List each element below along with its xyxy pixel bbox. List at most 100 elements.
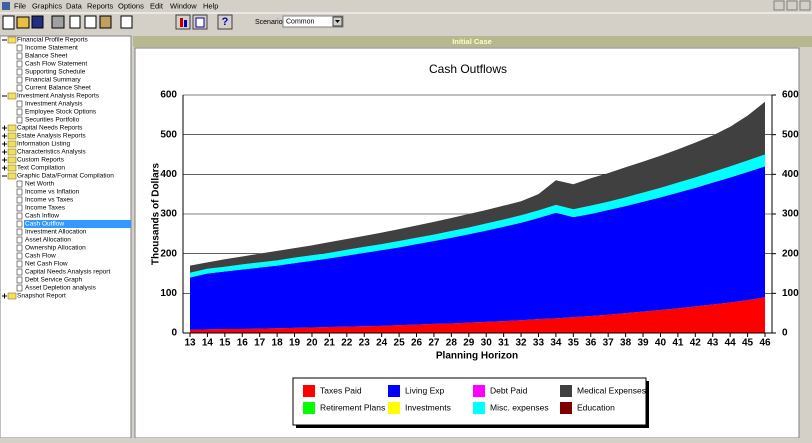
tree-item[interactable]: Income Taxes bbox=[25, 205, 66, 212]
tree-item[interactable]: Ownership Allocation bbox=[25, 245, 86, 252]
preview-button[interactable] bbox=[120, 15, 133, 29]
x-tick-label: 15 bbox=[219, 338, 231, 349]
menu-item[interactable]: Options bbox=[118, 1, 144, 10]
x-tick-label: 38 bbox=[620, 338, 632, 349]
tree-item[interactable]: Investment Allocation bbox=[25, 229, 87, 236]
close[interactable] bbox=[799, 0, 811, 11]
doc-icon bbox=[16, 188, 23, 196]
doc-icon bbox=[16, 252, 23, 260]
tree-item[interactable]: Income vs Taxes bbox=[25, 197, 74, 204]
tree-item[interactable]: Asset Allocation bbox=[25, 237, 71, 244]
legend-swatch bbox=[473, 402, 485, 414]
tree-item[interactable]: Securities Portfolio bbox=[25, 117, 80, 124]
paste-button[interactable] bbox=[99, 15, 112, 29]
panel-title: Initial Case bbox=[452, 37, 492, 46]
tree-item[interactable]: Employee Stock Options bbox=[25, 109, 97, 116]
x-tick-label: 42 bbox=[690, 338, 702, 349]
doc-icon bbox=[16, 68, 23, 76]
area bbox=[190, 297, 765, 333]
menu-bar bbox=[0, 0, 812, 12]
x-tick-label: 17 bbox=[254, 338, 266, 349]
x-tick-label: 34 bbox=[550, 338, 562, 349]
y-tick-label: 600 bbox=[160, 90, 177, 101]
tree-group[interactable]: Estate Analysis Reports bbox=[17, 133, 86, 140]
doc-icon bbox=[16, 236, 23, 244]
tree-item[interactable]: Financial Summary bbox=[25, 77, 81, 84]
tree-item[interactable]: Supporting Schedule bbox=[25, 69, 86, 76]
help-button[interactable] bbox=[217, 14, 233, 30]
doc-icon bbox=[16, 116, 23, 124]
tree-group[interactable]: Graphic Data/Format Compilation bbox=[17, 173, 114, 180]
x-tick-label: 32 bbox=[515, 338, 527, 349]
scrollbar[interactable] bbox=[800, 48, 812, 438]
copy-button[interactable] bbox=[84, 15, 97, 29]
menu-item[interactable]: Data bbox=[66, 1, 83, 10]
legend-swatch bbox=[560, 402, 572, 414]
tree-group[interactable]: Snapshot Report bbox=[17, 293, 66, 300]
x-tick-label: 20 bbox=[306, 338, 318, 349]
area bbox=[190, 101, 765, 273]
folder-icon bbox=[7, 164, 17, 172]
tree-item[interactable]: Cash Outflow bbox=[25, 221, 64, 228]
tree-item[interactable]: Asset Depletion analysis bbox=[25, 285, 97, 292]
open-button[interactable] bbox=[16, 16, 30, 29]
folder-icon bbox=[7, 92, 17, 100]
tree-item[interactable]: Investment Analysis bbox=[25, 101, 83, 108]
x-tick-label: 24 bbox=[376, 338, 388, 349]
menu-item[interactable]: Window bbox=[170, 1, 197, 10]
legend-label: Retirement Plans bbox=[320, 402, 385, 412]
tree-item[interactable]: Balance Sheet bbox=[25, 53, 67, 60]
x-tick-label: 13 bbox=[184, 338, 196, 349]
tree-item[interactable]: Income vs Inflation bbox=[25, 189, 80, 196]
tree-group[interactable]: Text Compilation bbox=[17, 165, 65, 172]
tree-item[interactable]: Income Statement bbox=[25, 45, 78, 52]
tree-item[interactable]: Capital Needs Analysis report bbox=[25, 269, 110, 276]
tree-group[interactable]: Custom Reports bbox=[17, 157, 65, 164]
toolbar: ? Scenario: Common bbox=[2, 14, 344, 30]
print-button[interactable] bbox=[51, 15, 65, 29]
legend-label: Education bbox=[577, 402, 615, 412]
legend-label: Misc. expenses bbox=[490, 402, 549, 412]
tree-group[interactable]: Characteristics Analysis bbox=[17, 149, 86, 156]
cut-button[interactable] bbox=[69, 15, 81, 29]
tree-item[interactable]: Net Cash Flow bbox=[25, 261, 68, 268]
restore[interactable] bbox=[786, 0, 798, 11]
tree-item[interactable]: Cash Inflow bbox=[25, 213, 59, 220]
tree-item[interactable]: Cash Flow Statement bbox=[25, 61, 87, 68]
tree-item[interactable]: Net Worth bbox=[25, 181, 55, 188]
x-tick-label: 25 bbox=[394, 338, 406, 349]
y-axis-label: Thousands of Dollars bbox=[151, 162, 162, 265]
x-tick-label: 45 bbox=[742, 338, 754, 349]
save-button[interactable] bbox=[31, 15, 44, 29]
tree-item[interactable]: Current Balance Sheet bbox=[25, 85, 91, 92]
menu-item[interactable]: Graphics bbox=[32, 1, 62, 10]
tree-group[interactable]: Financial Profile Reports bbox=[17, 37, 89, 44]
y-tick-label: 0 bbox=[171, 328, 177, 339]
folder-icon bbox=[7, 132, 17, 140]
chart-icon bbox=[184, 20, 187, 27]
scenario-value: Common bbox=[286, 18, 315, 25]
minimize[interactable] bbox=[773, 0, 785, 11]
dropdown-arrow bbox=[335, 20, 340, 23]
menu-item[interactable]: Reports bbox=[87, 1, 114, 10]
y-tick-label: 100 bbox=[160, 288, 177, 299]
x-tick-label: 30 bbox=[481, 338, 493, 349]
x-tick-label: 21 bbox=[324, 338, 336, 349]
y-tick-label: 300 bbox=[160, 209, 177, 220]
tree-group[interactable]: Investment Analysis Reports bbox=[17, 93, 100, 100]
y-tick-label: 400 bbox=[160, 169, 177, 180]
tree-item[interactable]: Debt Service Graph bbox=[25, 277, 82, 284]
tree-group[interactable]: Capital Needs Reports bbox=[17, 125, 83, 132]
tree-group[interactable]: Information Listing bbox=[17, 141, 70, 148]
legend-swatch bbox=[560, 385, 572, 397]
menu-item[interactable]: Help bbox=[203, 1, 218, 10]
doc-icon bbox=[16, 212, 23, 220]
legend-swatch bbox=[388, 385, 400, 397]
scenario-select[interactable] bbox=[282, 15, 344, 28]
y2-tick-label: 400 bbox=[782, 169, 799, 180]
tree-item[interactable]: Cash Flow bbox=[25, 253, 56, 260]
menu-item[interactable]: File bbox=[14, 1, 26, 10]
menu-item[interactable]: Edit bbox=[150, 1, 164, 10]
new-button[interactable] bbox=[2, 15, 15, 30]
doc-icon bbox=[16, 276, 23, 284]
